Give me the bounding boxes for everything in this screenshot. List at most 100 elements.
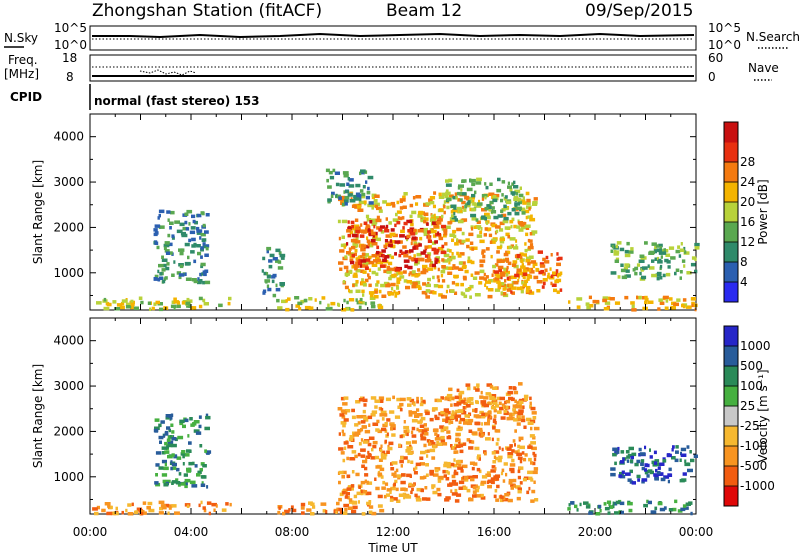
- data-cell: [181, 233, 188, 238]
- data-cell: [420, 397, 423, 401]
- data-cell: [470, 213, 477, 218]
- data-cell: [356, 194, 362, 198]
- data-cell: [375, 283, 379, 287]
- data-cell: [173, 297, 177, 301]
- data-cell: [158, 209, 165, 214]
- data-cell: [397, 271, 403, 275]
- data-cell: [459, 209, 463, 213]
- data-cell: [372, 220, 378, 225]
- data-cell: [422, 229, 428, 234]
- data-cell: [184, 453, 190, 457]
- data-cell: [271, 279, 275, 284]
- data-cell: [436, 248, 440, 253]
- data-cell: [266, 275, 271, 279]
- data-cell: [402, 270, 407, 274]
- data-cell: [444, 412, 449, 417]
- data-cell: [215, 504, 218, 508]
- data-cell: [531, 446, 537, 451]
- data-cell: [188, 441, 192, 445]
- data-cell: [496, 188, 502, 193]
- data-cell: [617, 275, 621, 279]
- time-axis-title: Time UT: [367, 541, 418, 554]
- data-cell: [429, 196, 436, 200]
- data-cell: [417, 420, 423, 424]
- data-cell: [386, 450, 390, 454]
- data-cell: [104, 502, 111, 506]
- data-cell: [398, 253, 402, 258]
- data-cell: [391, 286, 394, 291]
- data-cell: [507, 452, 514, 456]
- data-cell: [628, 508, 633, 513]
- data-cell: [443, 253, 450, 258]
- velocity-x-ticks: [89, 318, 697, 514]
- data-cell: [494, 193, 500, 198]
- data-cell: [400, 456, 404, 460]
- data-cell: [481, 215, 486, 219]
- data-cell: [686, 271, 692, 275]
- data-cell: [672, 507, 677, 512]
- data-cell: [403, 425, 410, 430]
- data-cell: [658, 258, 662, 263]
- data-cell: [477, 226, 480, 230]
- data-cell: [390, 467, 395, 471]
- data-cell: [499, 240, 505, 244]
- data-cell: [367, 186, 370, 191]
- data-cell: [424, 254, 430, 258]
- data-cell: [568, 300, 571, 304]
- data-cell: [660, 251, 667, 255]
- data-cell: [651, 259, 655, 263]
- data-cell: [279, 253, 286, 258]
- data-cell: [520, 225, 527, 230]
- data-cell: [654, 459, 660, 463]
- data-cell: [480, 480, 487, 485]
- data-cell: [453, 234, 457, 239]
- data-cell: [518, 193, 524, 198]
- colorbar-tick-label: 500: [740, 359, 763, 373]
- data-cell: [411, 270, 416, 274]
- data-cell: [355, 226, 360, 230]
- data-cell: [353, 243, 359, 248]
- data-cell: [674, 458, 679, 463]
- data-cell: [442, 259, 449, 263]
- data-cell: [418, 429, 424, 433]
- data-cell: [422, 399, 426, 404]
- data-cell: [466, 438, 471, 442]
- data-cell: [411, 440, 417, 444]
- data-cell: [268, 259, 273, 263]
- data-cell: [603, 307, 610, 311]
- data-cell: [486, 205, 492, 210]
- data-cell: [497, 177, 501, 182]
- data-cell: [516, 422, 521, 426]
- data-cell: [516, 271, 520, 275]
- data-cell: [366, 501, 371, 506]
- data-cell: [520, 259, 524, 263]
- data-cell: [409, 214, 413, 219]
- data-cell: [188, 222, 191, 226]
- data-cell: [466, 404, 471, 408]
- data-cell: [487, 479, 494, 483]
- data-cell: [349, 199, 356, 203]
- data-cell: [486, 480, 490, 484]
- data-cell: [636, 295, 639, 300]
- data-cell: [163, 466, 169, 471]
- data-cell: [441, 279, 446, 283]
- data-cell: [498, 401, 502, 406]
- data-cell: [532, 202, 538, 206]
- data-cell: [338, 497, 342, 502]
- data-cell: [490, 469, 496, 473]
- data-cell: [277, 306, 283, 310]
- data-cell: [496, 274, 501, 278]
- data-cell: [615, 450, 620, 454]
- data-cell: [169, 435, 172, 439]
- data-cell: [205, 213, 210, 217]
- time-tick-label: 16:00: [477, 525, 512, 539]
- data-cell: [483, 233, 487, 237]
- data-cell: [393, 289, 396, 294]
- data-cell: [558, 256, 563, 261]
- data-cell: [396, 220, 401, 225]
- data-cell: [446, 248, 450, 252]
- data-cell: [360, 420, 366, 424]
- data-cell: [413, 402, 416, 407]
- data-cell: [434, 260, 438, 265]
- data-cell: [351, 470, 355, 474]
